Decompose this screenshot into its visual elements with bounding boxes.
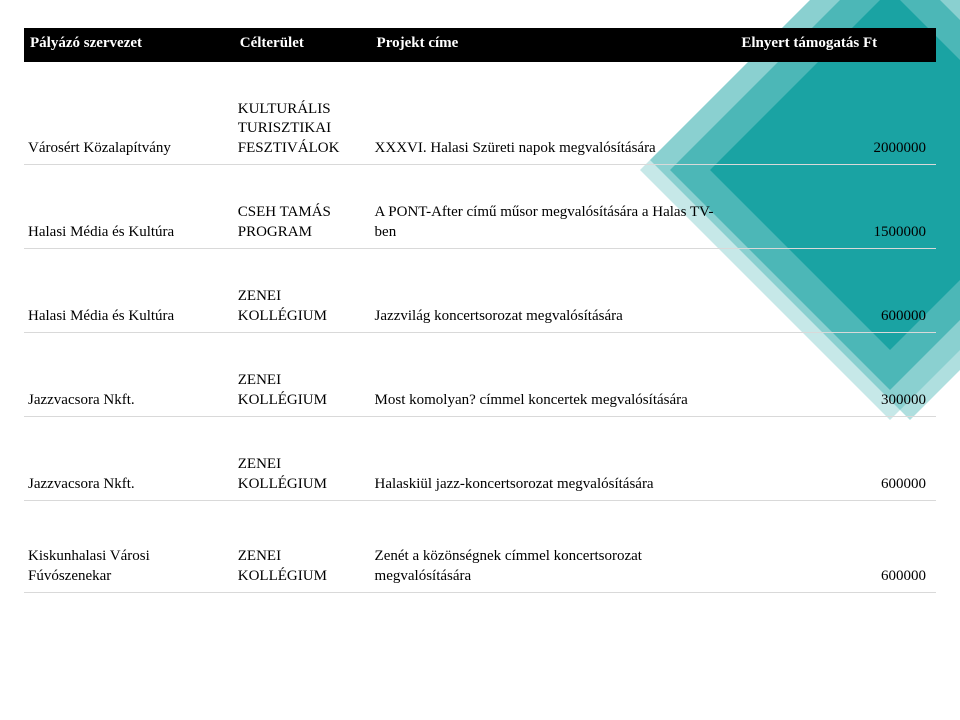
cell-amount: 300000 [735,333,936,417]
cell-org: Halasi Média és Kultúra [24,249,234,333]
table-row: Városért Közalapítvány KULTURÁLIS TURISZ… [24,62,936,165]
cell-area: CSEH TAMÁS PROGRAM [234,165,371,249]
cell-area: ZENEI KOLLÉGIUM [234,249,371,333]
cell-title: Halaskiül jazz-koncertsorozat megvalósít… [371,417,736,501]
cell-org: Halasi Média és Kultúra [24,165,234,249]
col-title: Projekt címe [371,28,736,62]
col-area: Célterület [234,28,371,62]
cell-area: ZENEI KOLLÉGIUM [234,333,371,417]
cell-title: XXXVI. Halasi Szüreti napok megvalósítás… [371,62,736,165]
cell-amount: 600000 [735,501,936,593]
table-row: Halasi Média és Kultúra ZENEI KOLLÉGIUM … [24,249,936,333]
table-row: Kiskunhalasi Városi Fúvószenekar ZENEI K… [24,501,936,593]
slide-content: Pályázó szervezet Célterület Projekt cím… [0,0,960,593]
cell-org: Jazzvacsora Nkft. [24,333,234,417]
cell-title: Most komolyan? címmel koncertek megvalós… [371,333,736,417]
cell-amount: 1500000 [735,165,936,249]
cell-area: ZENEI KOLLÉGIUM [234,417,371,501]
cell-title: Zenét a közönségnek címmel koncertsoroza… [371,501,736,593]
table-row: Jazzvacsora Nkft. ZENEI KOLLÉGIUM Halask… [24,417,936,501]
table-row: Jazzvacsora Nkft. ZENEI KOLLÉGIUM Most k… [24,333,936,417]
table-row: Halasi Média és Kultúra CSEH TAMÁS PROGR… [24,165,936,249]
cell-area: KULTURÁLIS TURISZTIKAI FESZTIVÁLOK [234,62,371,165]
cell-org: Kiskunhalasi Városi Fúvószenekar [24,501,234,593]
cell-org: Városért Közalapítvány [24,62,234,165]
cell-area: ZENEI KOLLÉGIUM [234,501,371,593]
table-header-row: Pályázó szervezet Célterület Projekt cím… [24,28,936,62]
cell-amount: 600000 [735,417,936,501]
cell-amount: 600000 [735,249,936,333]
cell-title: A PONT-After című műsor megvalósítására … [371,165,736,249]
cell-title: Jazzvilág koncertsorozat megvalósítására [371,249,736,333]
col-org: Pályázó szervezet [24,28,234,62]
cell-amount: 2000000 [735,62,936,165]
funding-table: Pályázó szervezet Célterület Projekt cím… [24,28,936,593]
col-amount: Elnyert támogatás Ft [735,28,936,62]
cell-org: Jazzvacsora Nkft. [24,417,234,501]
